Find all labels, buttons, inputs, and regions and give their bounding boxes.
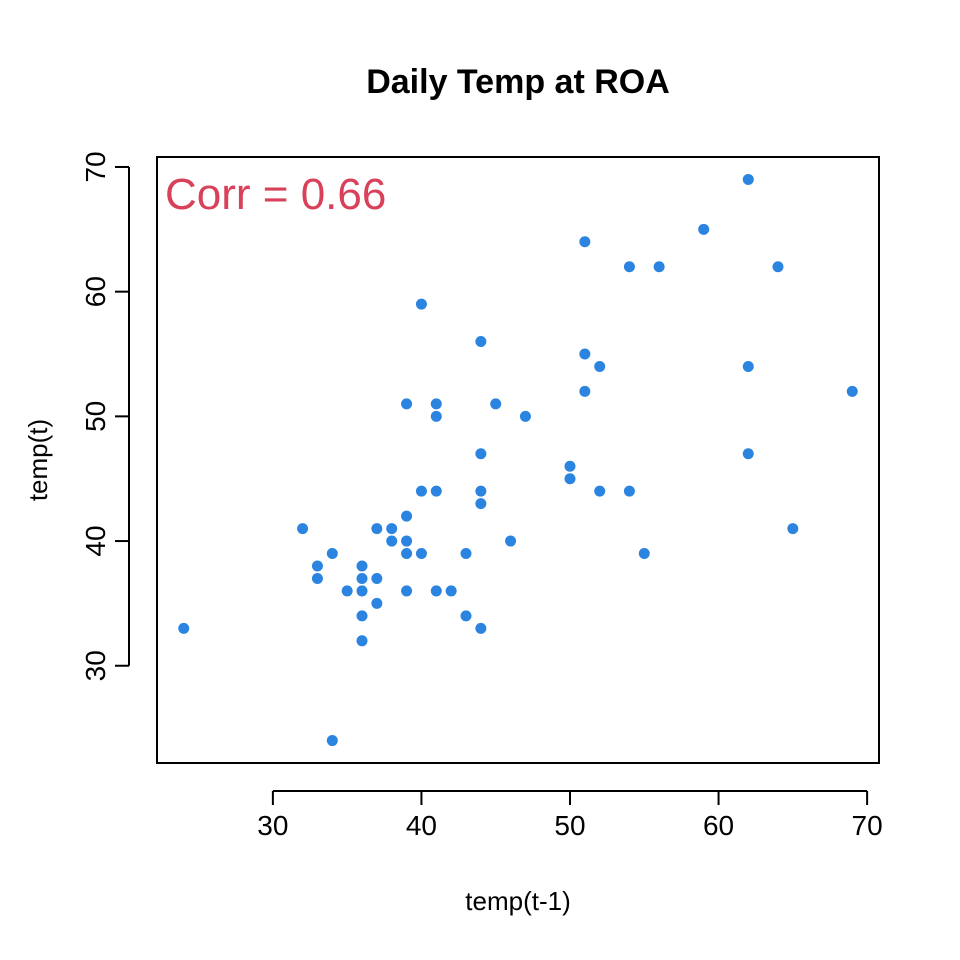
data-point (846, 385, 858, 397)
data-point (371, 572, 383, 584)
y-tick-label: 70 (80, 151, 111, 182)
x-tick-label: 70 (852, 810, 883, 841)
data-point (564, 460, 576, 472)
data-point (475, 622, 487, 634)
y-tick-label: 60 (80, 276, 111, 307)
data-point (356, 585, 368, 597)
data-point (564, 473, 576, 485)
data-point (401, 585, 413, 597)
plot-frame (156, 156, 880, 764)
data-point (356, 560, 368, 572)
y-tick-label: 50 (80, 401, 111, 432)
data-point (490, 398, 502, 410)
data-point (742, 448, 754, 460)
data-point (505, 535, 517, 547)
data-point (386, 523, 398, 535)
data-point (742, 360, 754, 372)
chart-title: Daily Temp at ROA (366, 63, 670, 101)
data-point (475, 336, 487, 348)
data-point (623, 485, 635, 497)
data-point (341, 585, 353, 597)
data-point (460, 548, 472, 560)
x-tick-label: 50 (554, 810, 585, 841)
data-point (415, 548, 427, 560)
data-point (371, 597, 383, 609)
data-point (445, 585, 457, 597)
data-point (623, 261, 635, 273)
data-point (430, 585, 442, 597)
data-point (579, 385, 591, 397)
data-point (356, 635, 368, 647)
data-point (698, 223, 710, 235)
y-tick-label: 30 (80, 650, 111, 681)
data-point (356, 572, 368, 584)
data-point (594, 485, 606, 497)
data-point (475, 485, 487, 497)
data-point (356, 610, 368, 622)
data-point (401, 548, 413, 560)
data-point (401, 398, 413, 410)
data-point (297, 523, 309, 535)
data-point (594, 360, 606, 372)
data-point (386, 535, 398, 547)
data-point (430, 410, 442, 422)
data-point (638, 548, 650, 560)
data-point (401, 535, 413, 547)
data-point (787, 523, 799, 535)
data-point (415, 485, 427, 497)
x-tick-label: 60 (703, 810, 734, 841)
y-tick-label: 40 (80, 525, 111, 556)
data-point (430, 398, 442, 410)
data-point (475, 498, 487, 510)
data-point (772, 261, 784, 273)
y-axis-label: temp(t) (23, 419, 53, 501)
data-point (326, 735, 338, 747)
x-tick-label: 40 (406, 810, 437, 841)
x-tick-label: 30 (257, 810, 288, 841)
data-point (475, 448, 487, 460)
data-point (415, 298, 427, 310)
correlation-annotation: Corr = 0.66 (165, 170, 386, 219)
data-point (519, 410, 531, 422)
data-point (742, 173, 754, 185)
data-point (371, 523, 383, 535)
data-point (326, 548, 338, 560)
data-point (579, 348, 591, 360)
data-point (430, 485, 442, 497)
data-point (579, 236, 591, 248)
x-axis-label: temp(t-1) (465, 886, 570, 916)
y-axis: 30 40 50 60 70 (80, 151, 130, 681)
data-point (401, 510, 413, 522)
data-point (653, 261, 665, 273)
data-point (460, 610, 472, 622)
data-point (311, 572, 323, 584)
data-point (311, 560, 323, 572)
x-axis: 30 40 50 60 70 (257, 790, 883, 841)
data-point (178, 622, 190, 634)
data-points (178, 173, 858, 747)
